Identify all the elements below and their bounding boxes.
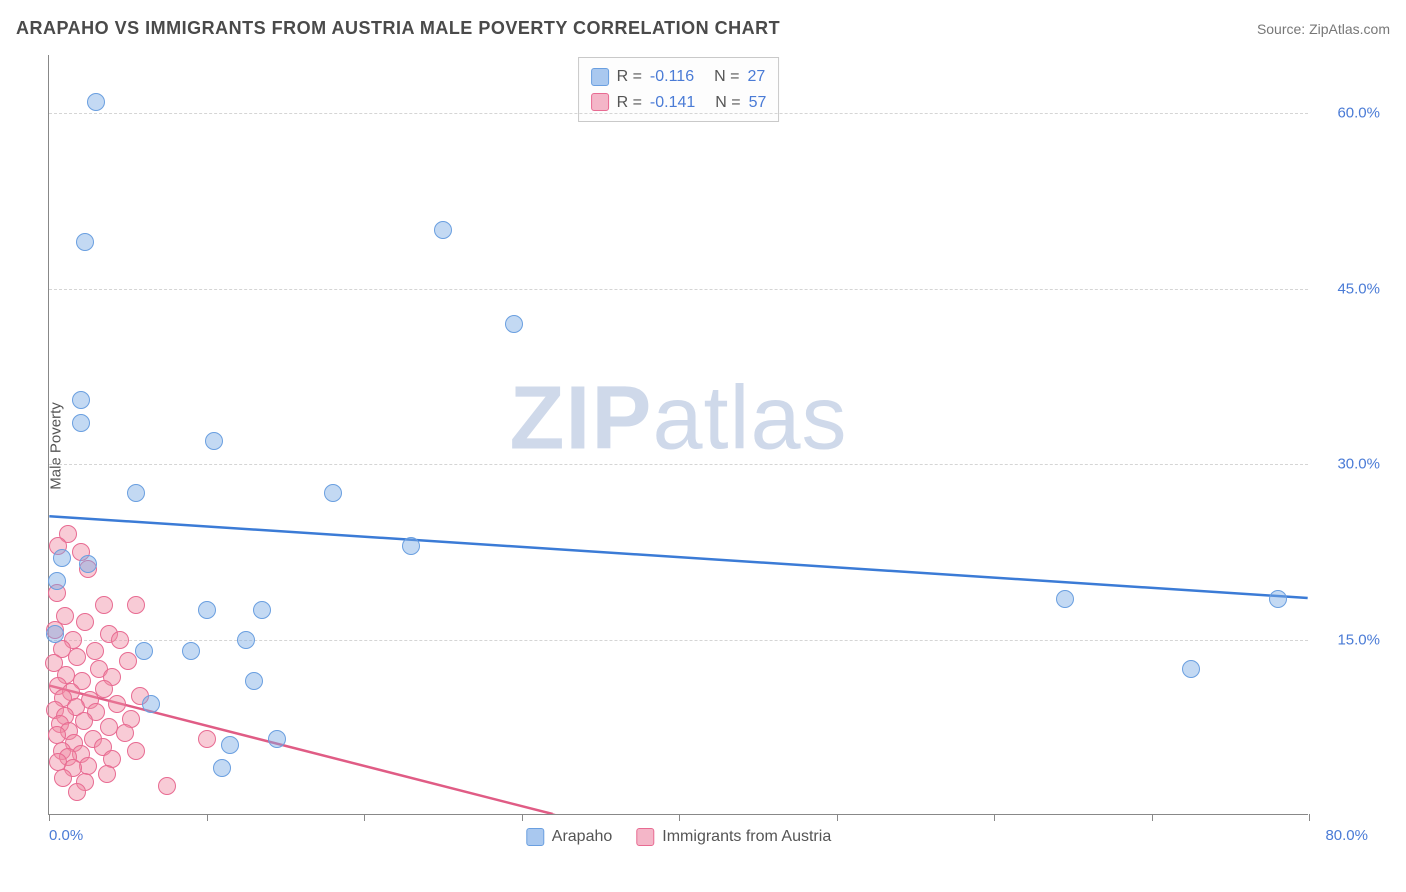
- data-point: [76, 233, 94, 251]
- data-point: [108, 695, 126, 713]
- legend-n-label: N =: [715, 90, 740, 116]
- x-tick: [1309, 814, 1310, 821]
- x-tick: [207, 814, 208, 821]
- data-point: [76, 613, 94, 631]
- watermark-rest: atlas: [652, 369, 847, 469]
- data-point: [268, 730, 286, 748]
- data-point: [434, 221, 452, 239]
- data-point: [1056, 590, 1074, 608]
- data-point: [505, 315, 523, 333]
- data-point: [46, 625, 64, 643]
- data-point: [53, 549, 71, 567]
- legend-swatch: [591, 93, 609, 111]
- legend-swatch: [591, 68, 609, 86]
- watermark: ZIPatlas: [509, 368, 847, 471]
- x-tick: [364, 814, 365, 821]
- data-point: [127, 596, 145, 614]
- data-point: [182, 642, 200, 660]
- legend-series-name: Arapaho: [552, 828, 613, 846]
- data-point: [127, 742, 145, 760]
- data-point: [135, 642, 153, 660]
- data-point: [72, 391, 90, 409]
- data-point: [79, 555, 97, 573]
- y-tick-label: 15.0%: [1316, 631, 1380, 648]
- legend-swatch: [636, 828, 654, 846]
- data-point: [127, 484, 145, 502]
- data-point: [72, 414, 90, 432]
- data-point: [237, 631, 255, 649]
- gridline-h: [49, 464, 1308, 465]
- x-tick: [837, 814, 838, 821]
- legend-row: R = -0.116 N = 27: [591, 64, 767, 90]
- data-point: [95, 680, 113, 698]
- data-point: [54, 769, 72, 787]
- series-legend: Arapaho Immigrants from Austria: [526, 828, 831, 846]
- data-point: [142, 695, 160, 713]
- data-point: [68, 648, 86, 666]
- data-point: [221, 736, 239, 754]
- data-point: [1182, 660, 1200, 678]
- legend-item: Arapaho: [526, 828, 613, 846]
- legend-r-value: -0.141: [650, 90, 695, 116]
- legend-r-label: R =: [617, 90, 642, 116]
- data-point: [205, 432, 223, 450]
- x-axis-start-label: 0.0%: [49, 827, 83, 844]
- x-tick: [1152, 814, 1153, 821]
- legend-r-value: -0.116: [650, 64, 694, 90]
- trend-lines: [49, 55, 1308, 814]
- legend-n-value: 27: [747, 64, 765, 90]
- x-tick: [994, 814, 995, 821]
- data-point: [48, 572, 66, 590]
- source-attribution: Source: ZipAtlas.com: [1257, 21, 1390, 37]
- y-tick-label: 60.0%: [1316, 105, 1380, 122]
- data-point: [198, 601, 216, 619]
- gridline-h: [49, 289, 1308, 290]
- data-point: [86, 642, 104, 660]
- data-point: [87, 93, 105, 111]
- legend-swatch: [526, 828, 544, 846]
- y-tick-label: 45.0%: [1316, 280, 1380, 297]
- correlation-legend: R = -0.116 N = 27 R = -0.141 N = 57: [578, 57, 780, 122]
- watermark-bold: ZIP: [509, 369, 652, 469]
- data-point: [68, 783, 86, 801]
- legend-item: Immigrants from Austria: [636, 828, 831, 846]
- x-axis-end-label: 80.0%: [1325, 827, 1368, 844]
- legend-row: R = -0.141 N = 57: [591, 90, 767, 116]
- legend-r-label: R =: [617, 64, 642, 90]
- data-point: [158, 777, 176, 795]
- data-point: [324, 484, 342, 502]
- x-tick: [679, 814, 680, 821]
- plot-area: ZIPatlas R =-0.116N =27R =-0.141N =57 0.…: [48, 55, 1308, 815]
- legend-n-value: 57: [749, 90, 767, 116]
- data-point: [95, 596, 113, 614]
- x-tick: [522, 814, 523, 821]
- data-point: [253, 601, 271, 619]
- x-tick: [49, 814, 50, 821]
- data-point: [111, 631, 129, 649]
- chart-title: ARAPAHO VS IMMIGRANTS FROM AUSTRIA MALE …: [16, 18, 780, 39]
- data-point: [402, 537, 420, 555]
- data-point: [98, 765, 116, 783]
- legend-series-name: Immigrants from Austria: [662, 828, 831, 846]
- data-point: [245, 672, 263, 690]
- y-tick-label: 30.0%: [1316, 456, 1380, 473]
- data-point: [198, 730, 216, 748]
- data-point: [79, 757, 97, 775]
- legend-n-label: N =: [714, 64, 739, 90]
- data-point: [1269, 590, 1287, 608]
- data-point: [213, 759, 231, 777]
- data-point: [116, 724, 134, 742]
- gridline-h: [49, 113, 1308, 114]
